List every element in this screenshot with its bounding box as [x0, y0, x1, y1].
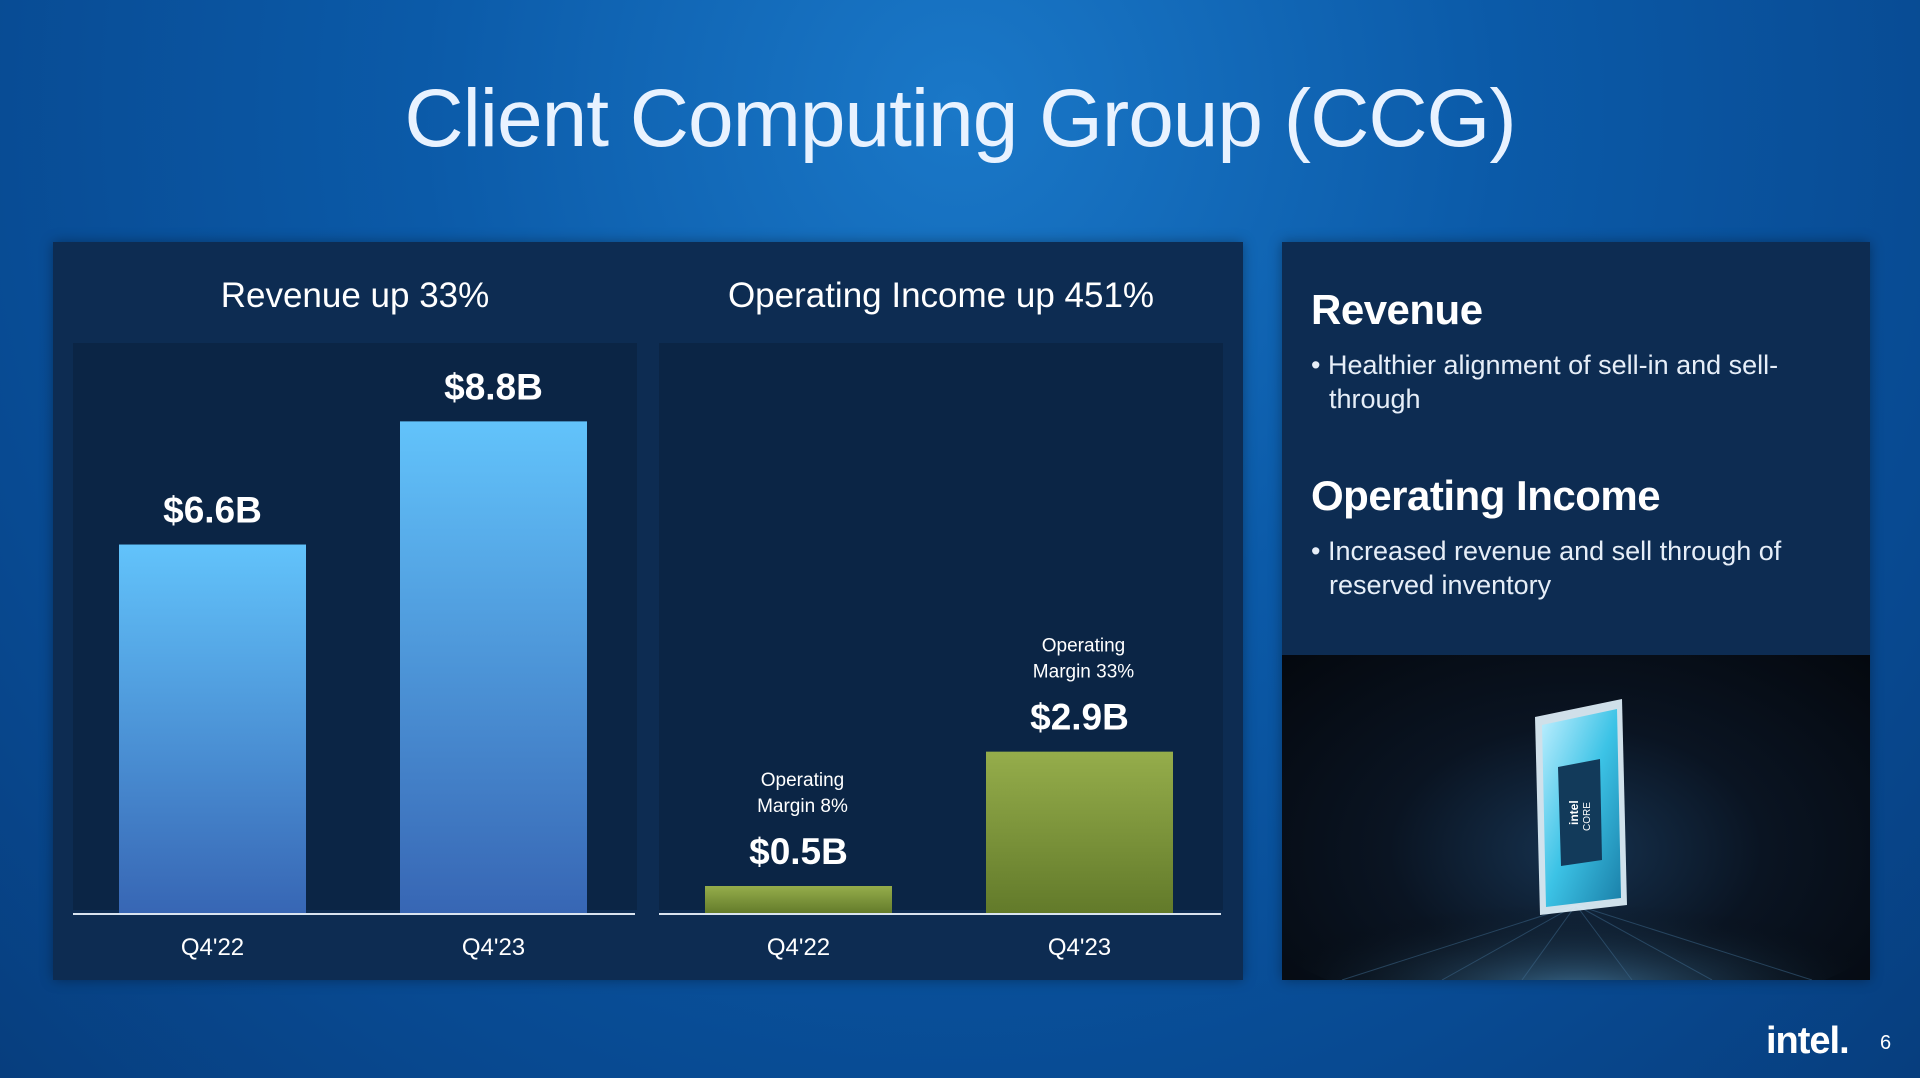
income-bullet: • Increased revenue and sell through of …	[1311, 536, 1782, 600]
slide-title: Client Computing Group (CCG)	[404, 73, 1516, 164]
processor-photo: intel CORE	[1282, 655, 1870, 980]
revenue-value-label-0: $6.6B	[163, 490, 262, 531]
income-annotation-0-0: Operating	[761, 770, 844, 791]
revenue-category-label-1: Q4'23	[462, 934, 525, 961]
income-annotation-0-1: Margin 8%	[757, 796, 848, 817]
chip-line-text: CORE	[1582, 802, 1593, 831]
revenue-bullet: • Healthier alignment of sell-in and sel…	[1311, 350, 1779, 414]
charts-panel: Revenue up 33% Operating Income up 451% …	[53, 242, 1243, 980]
income-category-label-1: Q4'23	[1048, 934, 1111, 961]
chip-brand-text: intel	[1567, 800, 1581, 825]
bar-charts: $6.6B Q4'22 $8.8B Q4'23 $0.5B Operating Margin…	[73, 366, 1221, 961]
income-category-label-0: Q4'22	[767, 934, 830, 961]
revenue-category-label-0: Q4'22	[181, 934, 244, 961]
revenue-chart-title: Revenue up 33%	[220, 276, 490, 315]
income-commentary: Operating Income • Increased revenue and…	[1311, 472, 1830, 602]
processor-chip-illustration: intel CORE	[1282, 699, 1870, 980]
income-bar-0	[705, 886, 892, 914]
income-bar-1	[986, 751, 1173, 914]
income-chart-title: Operating Income up 451%	[727, 276, 1155, 315]
intel-logo: intel.	[1766, 1020, 1850, 1062]
revenue-heading: Revenue	[1311, 286, 1483, 333]
income-value-label-0: $0.5B	[749, 831, 848, 872]
revenue-bar-0	[119, 544, 306, 914]
income-annotation-1-0: Operating	[1042, 636, 1125, 657]
page-number: 6	[1880, 1032, 1892, 1054]
revenue-bar-1	[400, 421, 587, 914]
income-heading: Operating Income	[1311, 472, 1661, 519]
revenue-commentary: Revenue • Healthier alignment of sell-in…	[1311, 286, 1830, 416]
commentary-panel: Revenue • Healthier alignment of sell-in…	[1282, 242, 1870, 980]
income-value-label-1: $2.9B	[1030, 697, 1129, 738]
income-annotation-1-1: Margin 33%	[1033, 662, 1134, 683]
revenue-value-label-1: $8.8B	[444, 366, 543, 407]
